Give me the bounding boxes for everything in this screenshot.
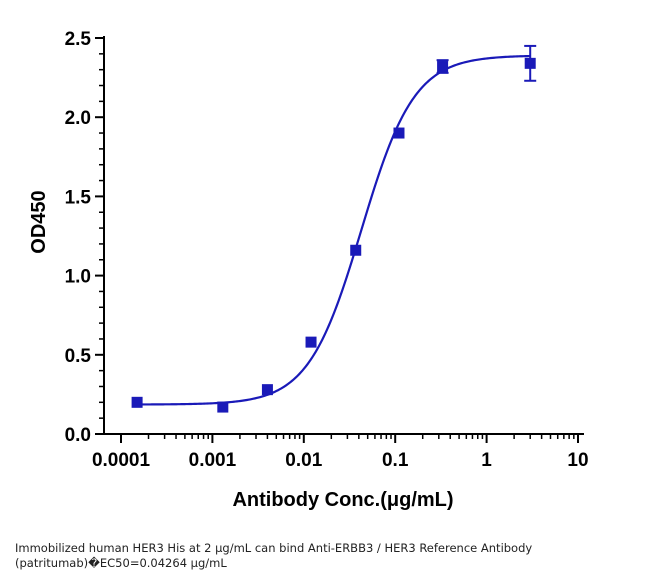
- data-point: [305, 336, 317, 348]
- x-axis-title: Antibody Conc.(μg/mL): [232, 489, 453, 511]
- y-tick-label: 1.0: [65, 267, 91, 288]
- y-tick-label: 2.0: [65, 108, 91, 129]
- data-point: [524, 57, 536, 69]
- x-tick-label: 1: [481, 450, 492, 471]
- data-point: [217, 401, 229, 413]
- y-tick-label: 2.5: [65, 29, 92, 50]
- data-point: [350, 244, 362, 256]
- x-tick-label: 10: [567, 450, 588, 471]
- y-tick-label: 1.5: [65, 187, 92, 208]
- data-point: [261, 384, 273, 396]
- x-tick-label: 0.0001: [92, 450, 151, 471]
- chart: 0.00.51.01.52.02.50.0001 0.001 0.01 0.1 1 10 …: [28, 29, 589, 511]
- y-axis-title: OD450: [28, 190, 50, 253]
- figure-caption: Immobilized human HER3 His at 2 μg/mL ca…: [15, 541, 533, 570]
- fit-curve: [137, 54, 531, 406]
- data-point: [393, 127, 405, 139]
- x-tick-label: 0.1: [382, 450, 409, 471]
- data-point: [437, 61, 449, 73]
- y-tick-label: 0.0: [65, 425, 91, 446]
- data-point: [131, 396, 143, 408]
- axes: 0.0 0.5 1.0 1.5 2.0 2.5 0.0001 0.001 0.01 0.1 1 10: [65, 29, 589, 471]
- data-points: [131, 44, 537, 413]
- x-tick-label: 0.001: [189, 450, 237, 471]
- x-tick-label: 0.01: [285, 450, 322, 471]
- fit-curve-group: [137, 54, 531, 406]
- y-tick-label: 0.5: [65, 346, 92, 367]
